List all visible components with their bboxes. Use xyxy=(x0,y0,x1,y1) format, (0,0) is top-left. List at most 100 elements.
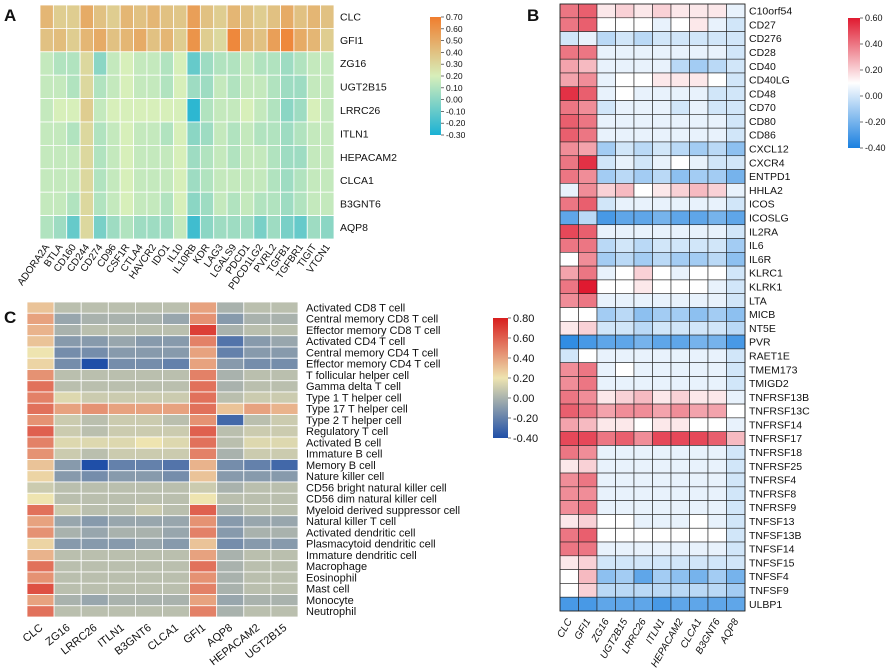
colorbar-tick-label: 0.30 xyxy=(446,59,463,69)
heatmap-cell xyxy=(243,312,272,325)
heatmap-cell xyxy=(216,605,245,618)
heatmap-cell xyxy=(633,486,653,501)
heatmap-cell xyxy=(689,17,709,32)
heatmap-cell xyxy=(559,514,579,529)
heatmap-cell xyxy=(293,27,308,53)
heatmap-cell xyxy=(306,51,322,76)
heatmap-cell xyxy=(726,265,746,281)
heatmap-cell xyxy=(707,348,727,363)
heatmap-cell xyxy=(107,357,136,370)
heatmap-cell xyxy=(670,431,690,446)
heatmap-cell xyxy=(240,144,255,170)
heatmap-cell xyxy=(559,196,579,212)
heatmap-cell xyxy=(689,417,709,432)
heatmap-cell xyxy=(615,279,635,295)
heatmap-cell xyxy=(559,376,579,391)
row-label: TNFSF13 xyxy=(749,516,795,528)
row-label: CD56 dim natural killer cell xyxy=(306,494,437,506)
heatmap-cell xyxy=(189,414,218,427)
row-label: TNFRSF25 xyxy=(749,461,802,473)
heatmap-cell xyxy=(726,348,746,363)
row-label: Gamma delta T cell xyxy=(306,381,401,393)
heatmap-cell xyxy=(80,369,109,382)
row-label: CD27 xyxy=(749,19,776,31)
heatmap-cell xyxy=(707,224,727,239)
heatmap-cell xyxy=(270,470,299,483)
heatmap-cell xyxy=(266,98,281,123)
heatmap-cell xyxy=(559,307,579,322)
heatmap-cell xyxy=(689,334,709,350)
heatmap-cell xyxy=(293,215,308,240)
heatmap-cell xyxy=(270,391,299,404)
heatmap-cell xyxy=(578,238,598,253)
heatmap-cell xyxy=(80,324,109,337)
heatmap-cell xyxy=(670,238,690,253)
heatmap-cell xyxy=(578,403,598,419)
heatmap-cell xyxy=(559,486,579,501)
heatmap-cell xyxy=(53,312,82,325)
heatmap-cell xyxy=(707,527,727,543)
heatmap-cell xyxy=(226,4,241,29)
heatmap-cell xyxy=(707,155,727,170)
heatmap-cell xyxy=(133,74,148,99)
heatmap-cell xyxy=(52,4,68,29)
heatmap-cell xyxy=(186,4,201,29)
heatmap-cell xyxy=(173,74,188,99)
row-label: Immature B cell xyxy=(306,449,382,461)
heatmap-cell xyxy=(266,121,281,146)
heatmap-cell xyxy=(707,555,727,570)
heatmap-cell xyxy=(93,4,108,29)
heatmap-cell xyxy=(134,537,163,550)
heatmap-cell xyxy=(199,191,215,216)
heatmap-cell xyxy=(80,425,109,438)
heatmap-cell xyxy=(707,431,727,446)
colorbar-tick-label: 0.60 xyxy=(513,333,534,345)
heatmap-cell xyxy=(93,51,108,76)
colorbar-tick-label: -0.40 xyxy=(865,143,886,153)
heatmap-cell xyxy=(559,458,579,474)
heatmap-cell xyxy=(270,369,299,382)
heatmap-cell xyxy=(133,4,148,29)
heatmap-cell xyxy=(216,571,245,584)
heatmap-cell xyxy=(216,380,245,393)
heatmap-cell xyxy=(216,481,245,494)
row-label: ULBP1 xyxy=(749,599,782,611)
heatmap-cell xyxy=(107,414,136,427)
heatmap-cell xyxy=(226,121,241,146)
heatmap-cell xyxy=(559,403,579,419)
heatmap-cell xyxy=(66,121,81,146)
heatmap-cell xyxy=(578,569,598,584)
heatmap-cell xyxy=(134,357,163,370)
heatmap-cell xyxy=(596,334,616,350)
row-label: IL6R xyxy=(749,254,772,266)
heatmap-cell xyxy=(53,436,82,449)
heatmap-cell xyxy=(578,58,598,74)
heatmap-cell xyxy=(596,17,616,32)
heatmap-cell xyxy=(652,527,672,543)
heatmap-cell xyxy=(689,265,709,281)
heatmap-cell xyxy=(26,594,55,607)
heatmap-cell xyxy=(134,346,163,359)
heatmap-cell xyxy=(216,312,245,325)
heatmap-cell xyxy=(39,144,54,170)
heatmap-cell xyxy=(652,445,672,460)
heatmap-cell xyxy=(670,320,690,336)
heatmap-cell xyxy=(107,537,136,550)
heatmap-cell xyxy=(159,51,175,76)
heatmap-cell xyxy=(53,549,82,562)
heatmap-cell xyxy=(726,458,746,474)
heatmap-cell xyxy=(633,252,653,267)
heatmap-cell xyxy=(293,191,308,216)
row-label: PVR xyxy=(749,337,771,349)
row-label: TNFSF9 xyxy=(749,585,789,597)
heatmap-cell xyxy=(162,357,191,370)
heatmap-cell xyxy=(652,45,672,60)
heatmap-cell xyxy=(633,169,653,184)
heatmap-cell xyxy=(615,334,635,350)
heatmap-cell xyxy=(670,458,690,474)
heatmap-cell xyxy=(726,114,746,129)
heatmap-cell xyxy=(652,279,672,295)
row-label: ITLN1 xyxy=(340,128,369,140)
heatmap-cell xyxy=(119,121,134,146)
